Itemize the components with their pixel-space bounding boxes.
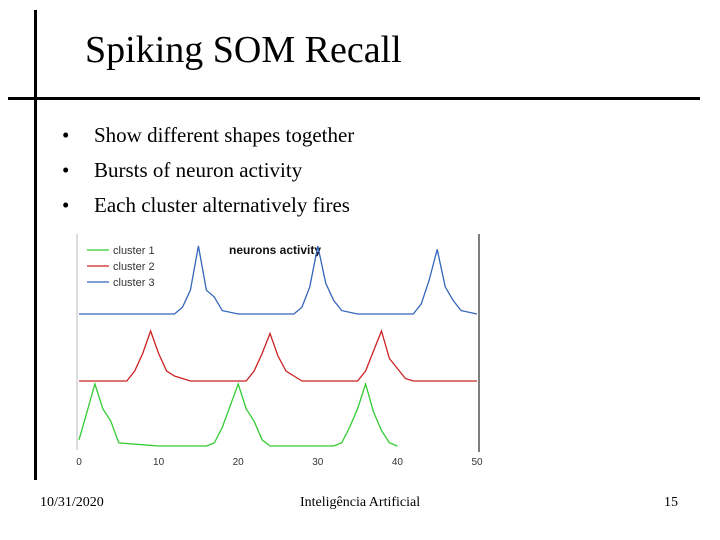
bullet-marker: • [62,123,70,147]
series-line-cluster-3 [79,245,478,315]
bullet-text: Bursts of neuron activity [94,158,303,182]
chart-title: neurons activity [229,243,321,257]
x-tick-label: 10 [153,457,165,468]
footer-date: 10/31/2020 [40,495,104,510]
series-line-cluster-2 [79,328,477,382]
series-layer [78,245,478,447]
x-tick-label: 0 [76,457,82,468]
footer-course: Inteligência Artificial [300,495,421,510]
x-axis-ticks: 0 10 20 30 40 50 [76,457,483,468]
bullet-list: • Show different shapes together • Bursts … [62,118,354,223]
bullet-text: Each cluster alternatively fires [94,193,350,217]
legend-label: cluster 1 [113,245,155,257]
x-tick-label: 30 [312,457,324,468]
x-tick-label: 20 [233,457,245,468]
legend-label: cluster 3 [113,277,155,289]
legend-label: cluster 2 [113,261,155,273]
series-line-cluster-1 [78,381,398,447]
bullet-marker: • [62,193,70,217]
bullet-item: • Bursts of neuron activity [62,153,354,188]
x-tick-label: 50 [471,457,483,468]
bullet-item: • Show different shapes together [62,118,354,153]
horizontal-rule [8,97,700,100]
bullet-text: Show different shapes together [94,123,355,147]
bullet-item: • Each cluster alternatively fires [62,188,354,223]
slide-number: 15 [664,495,678,510]
chart-legend: cluster 1 cluster 2 cluster 3 [87,245,155,289]
bullet-marker: • [62,158,70,182]
slide-title: Spiking SOM Recall [85,29,402,71]
vertical-rule [34,10,37,480]
neurons-activity-chart: neurons activity cluster 1 cluster 2 clust… [63,230,483,470]
x-tick-label: 40 [392,457,404,468]
